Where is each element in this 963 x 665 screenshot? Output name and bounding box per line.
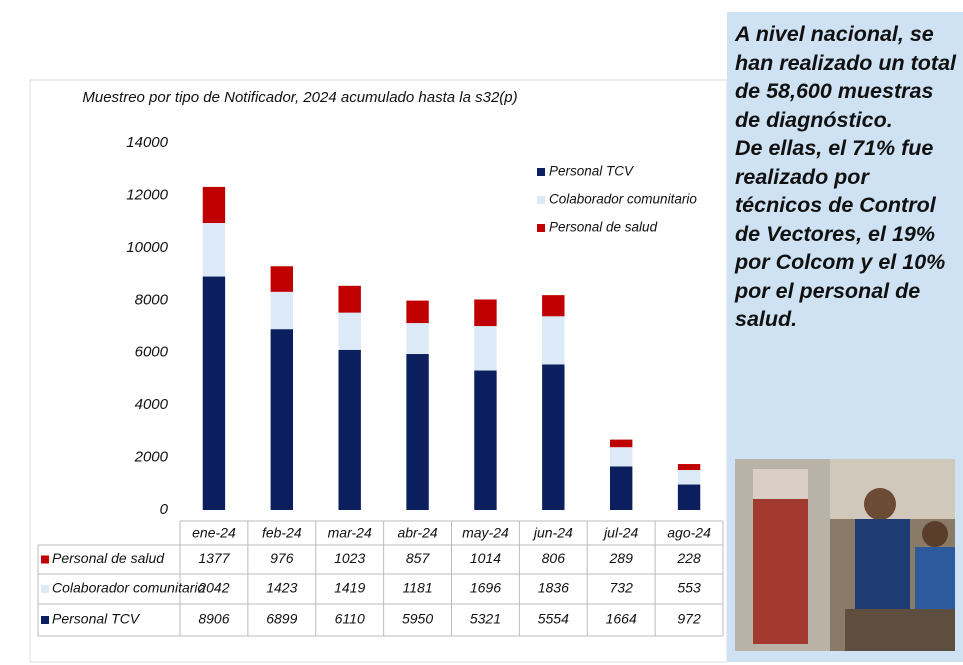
table-cell: 2042 [197,580,229,596]
row-label: Personal TCV [52,611,141,627]
bar-segment [542,295,565,317]
chart-frame [29,79,727,663]
bar-segment [270,266,294,292]
table-cell: 1664 [606,611,637,627]
y-tick-label: 2000 [134,449,169,466]
y-tick-label: 10000 [126,239,168,256]
legend-swatch [537,224,545,232]
chart: Muestreo por tipo de Notificador, 2024 a… [29,79,727,663]
bar-segment [338,349,361,510]
table-cell: 553 [677,580,701,596]
table-cell: 1419 [334,580,365,596]
bar-segment [202,223,226,277]
legend-swatch [537,196,545,204]
legend-label: Personal de salud [549,220,658,235]
bar-segment [542,364,565,510]
table-cell: 6110 [335,611,365,627]
table-cell: 806 [542,550,566,566]
bar-segment [406,300,429,324]
table-cell: 8906 [198,611,229,627]
bar-segment [202,186,226,224]
table-cell: 1014 [470,550,501,566]
table-cell: 1377 [198,550,230,566]
table-cell: 976 [270,550,294,566]
legend-swatch [41,585,49,593]
bar-segment [474,370,497,510]
x-tick-label: ago-24 [667,525,711,541]
bar-segment [677,464,701,471]
x-tick-label: jun-24 [532,525,573,541]
x-tick-label: feb-24 [262,525,302,541]
legend-label: Colaborador comunitario [549,192,697,207]
row-label: Personal de salud [52,550,165,566]
legend-swatch [41,616,49,624]
x-tick-label: abr-24 [397,525,437,541]
table-cell: 1023 [334,550,365,566]
bar-segment [202,276,226,510]
x-tick-label: jul-24 [602,525,638,541]
table-cell: 289 [609,550,634,566]
legend-swatch [41,555,49,564]
y-tick-label: 12000 [126,186,168,203]
bar-segment [474,326,497,371]
bar-segment [270,329,294,510]
sidebar-text: A nivel nacional, se han realizado un to… [735,22,956,132]
table-cell: 857 [406,550,431,566]
bar-segment [474,299,497,327]
bar-segment [609,447,633,467]
row-label: Colaborador comunitario [52,580,206,596]
y-tick-label: 8000 [135,291,169,308]
sidebar: A nivel nacional, se han realizado un to… [727,12,963,662]
table-cell: 732 [610,580,634,596]
table-cell: 1836 [538,580,569,596]
bar-segment [338,285,361,313]
table-cell: 228 [676,550,701,566]
bar-segment [338,312,361,350]
bar-segment [406,354,429,510]
bar-segment [270,291,294,330]
table-cell: 972 [677,611,701,627]
table-cell: 5950 [402,611,433,627]
x-tick-label: may-24 [462,525,509,541]
bar-segment [406,323,429,355]
y-tick-label: 14000 [126,134,168,151]
bar-segment [542,316,565,365]
x-tick-label: mar-24 [328,525,372,541]
table-cell: 6899 [266,611,297,627]
bar-segment [677,484,701,510]
y-tick-label: 4000 [135,396,169,413]
table-cell: 1423 [266,580,297,596]
legend-label: Personal TCV [549,164,635,179]
sidebar-text: De ellas, el 71% fue realizado por técni… [735,136,946,331]
bar-segment [609,439,633,448]
bar-segment [677,470,701,485]
table-cell: 1181 [403,580,433,596]
y-tick-label: 6000 [135,344,169,361]
legend-swatch [537,168,545,176]
table-cell: 5554 [538,611,569,627]
y-tick-label: 0 [160,501,169,518]
chart-title: Muestreo por tipo de Notificador, 2024 a… [82,89,517,106]
x-tick-label: ene-24 [192,525,236,541]
photo [735,459,955,651]
table-cell: 1696 [470,580,501,596]
bar-segment [609,466,633,510]
table-cell: 5321 [470,611,501,627]
